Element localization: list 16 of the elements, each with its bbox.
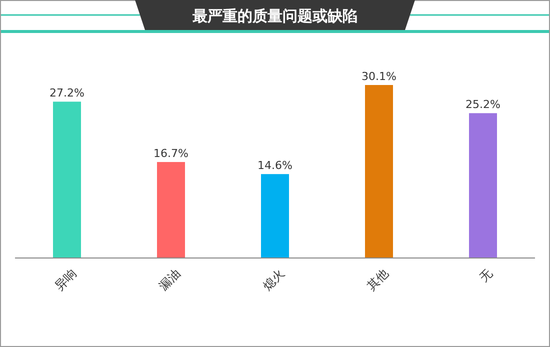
x-tick-label: 无: [476, 266, 496, 285]
bar: [53, 102, 81, 258]
data-label: 25.2%: [466, 98, 500, 112]
chart-title: 最严重的质量问题或缺陷: [192, 7, 358, 25]
data-label: 27.2%: [50, 86, 84, 100]
bar: [261, 174, 289, 258]
data-label: 30.1%: [362, 70, 396, 83]
bar: [365, 85, 393, 258]
x-tick-label: 熄火: [260, 266, 288, 294]
x-tick-label: 异响: [52, 266, 80, 294]
data-label: 14.6%: [258, 159, 292, 172]
data-label: 16.7%: [154, 147, 188, 160]
x-tick-label: 其他: [364, 266, 392, 294]
bar: [157, 162, 185, 258]
x-tick-label: 漏油: [156, 266, 184, 294]
bar: [469, 113, 497, 258]
